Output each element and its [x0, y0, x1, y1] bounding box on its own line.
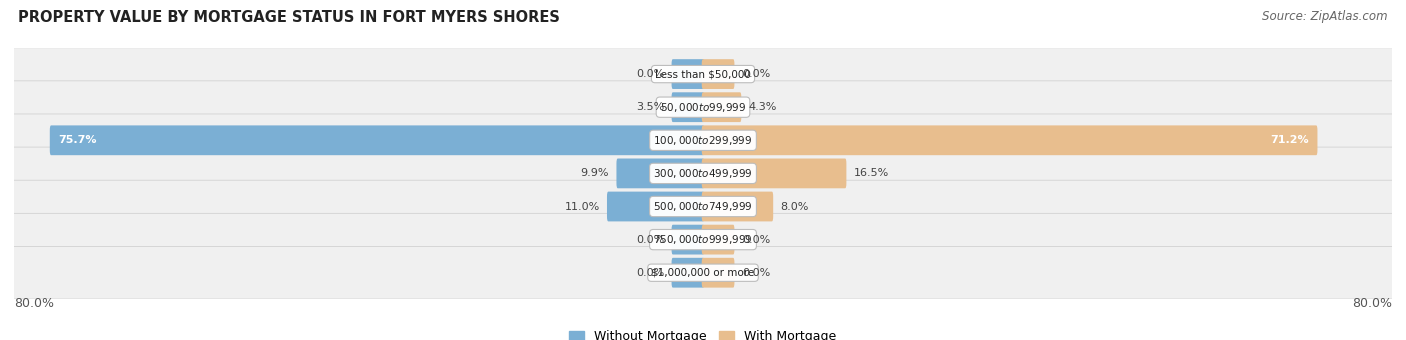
FancyBboxPatch shape — [7, 213, 1399, 266]
FancyBboxPatch shape — [672, 258, 704, 288]
Text: 0.0%: 0.0% — [742, 235, 770, 244]
FancyBboxPatch shape — [702, 192, 773, 221]
FancyBboxPatch shape — [7, 246, 1399, 299]
Text: $1,000,000 or more: $1,000,000 or more — [651, 268, 755, 278]
FancyBboxPatch shape — [607, 192, 704, 221]
Text: $500,000 to $749,999: $500,000 to $749,999 — [654, 200, 752, 213]
Text: 9.9%: 9.9% — [581, 168, 609, 179]
FancyBboxPatch shape — [7, 147, 1399, 200]
Text: Less than $50,000: Less than $50,000 — [655, 69, 751, 79]
Text: 80.0%: 80.0% — [14, 296, 53, 309]
FancyBboxPatch shape — [616, 158, 704, 188]
Text: 75.7%: 75.7% — [58, 135, 97, 145]
Text: Source: ZipAtlas.com: Source: ZipAtlas.com — [1263, 10, 1388, 23]
Text: 80.0%: 80.0% — [1353, 296, 1392, 309]
FancyBboxPatch shape — [672, 225, 704, 255]
Text: 16.5%: 16.5% — [853, 168, 889, 179]
Text: 0.0%: 0.0% — [742, 268, 770, 278]
FancyBboxPatch shape — [702, 125, 1317, 155]
FancyBboxPatch shape — [7, 114, 1399, 167]
Text: 0.0%: 0.0% — [742, 69, 770, 79]
Text: $300,000 to $499,999: $300,000 to $499,999 — [654, 167, 752, 180]
Text: 0.0%: 0.0% — [636, 235, 664, 244]
Text: 3.5%: 3.5% — [636, 102, 664, 112]
Text: $50,000 to $99,999: $50,000 to $99,999 — [659, 101, 747, 114]
FancyBboxPatch shape — [49, 125, 704, 155]
Text: 71.2%: 71.2% — [1271, 135, 1309, 145]
FancyBboxPatch shape — [702, 258, 734, 288]
Text: 0.0%: 0.0% — [636, 69, 664, 79]
FancyBboxPatch shape — [702, 225, 734, 255]
FancyBboxPatch shape — [702, 59, 734, 89]
Legend: Without Mortgage, With Mortgage: Without Mortgage, With Mortgage — [564, 325, 842, 340]
Text: 4.3%: 4.3% — [748, 102, 778, 112]
FancyBboxPatch shape — [7, 180, 1399, 233]
Text: $100,000 to $299,999: $100,000 to $299,999 — [654, 134, 752, 147]
FancyBboxPatch shape — [7, 81, 1399, 134]
FancyBboxPatch shape — [702, 158, 846, 188]
FancyBboxPatch shape — [702, 92, 741, 122]
Text: 0.0%: 0.0% — [636, 268, 664, 278]
FancyBboxPatch shape — [672, 59, 704, 89]
Text: 11.0%: 11.0% — [564, 202, 599, 211]
FancyBboxPatch shape — [7, 48, 1399, 100]
Text: PROPERTY VALUE BY MORTGAGE STATUS IN FORT MYERS SHORES: PROPERTY VALUE BY MORTGAGE STATUS IN FOR… — [18, 10, 560, 25]
Text: 8.0%: 8.0% — [780, 202, 808, 211]
Text: $750,000 to $999,999: $750,000 to $999,999 — [654, 233, 752, 246]
FancyBboxPatch shape — [672, 92, 704, 122]
